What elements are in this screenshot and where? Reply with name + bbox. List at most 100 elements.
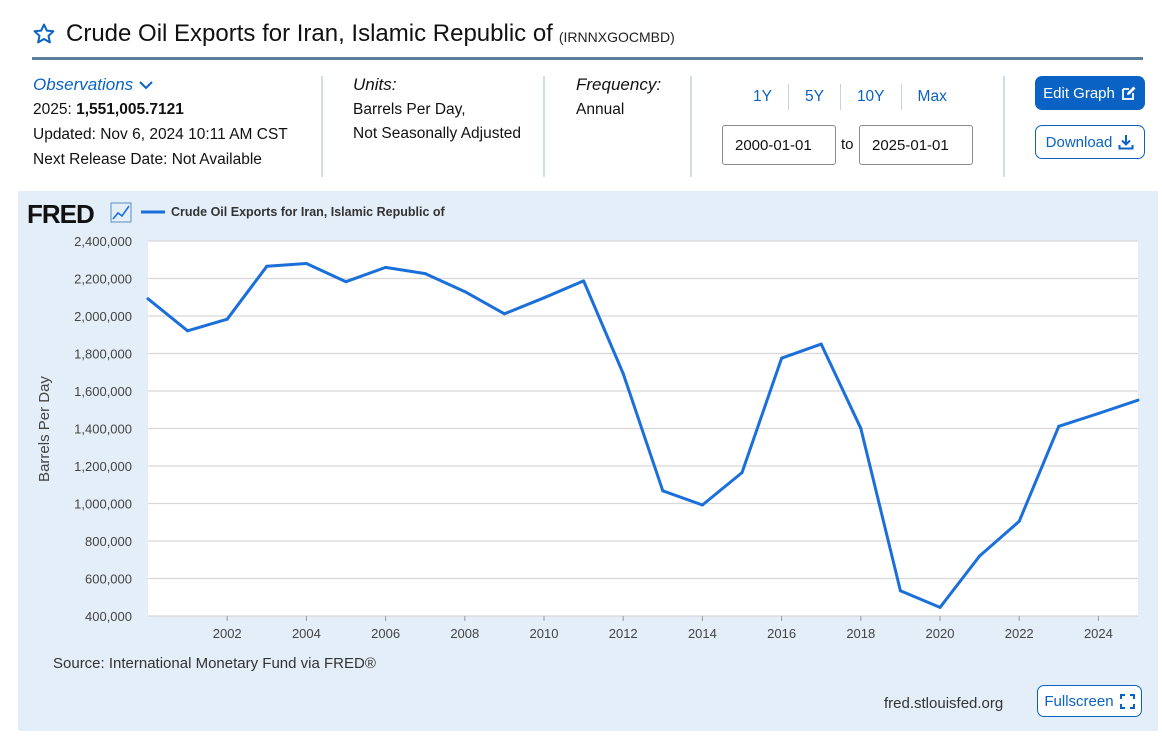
data-point (938, 605, 942, 609)
range-1y-button[interactable]: 1Y (737, 84, 789, 110)
data-point (661, 489, 665, 493)
data-point (384, 265, 388, 269)
x-tick-label: 2014 (688, 626, 717, 641)
y-tick-label: 1,400,000 (74, 422, 132, 437)
divider (321, 76, 323, 177)
data-point (898, 589, 902, 593)
gridlines (148, 240, 1138, 617)
download-label: Download (1045, 133, 1113, 151)
data-point (582, 279, 586, 283)
x-tick-label: 2020 (926, 626, 955, 641)
updated-text: Updated: Nov 6, 2024 10:11 AM CST (33, 126, 288, 143)
latest-observation: 2025: 1,551,005.7121 (33, 97, 288, 122)
x-tick-label: 2002 (213, 626, 242, 641)
y-tick-label: 2,000,000 (74, 309, 132, 324)
units-line2: Not Seasonally Adjusted (353, 125, 522, 142)
star-icon[interactable] (32, 22, 56, 46)
divider (1003, 76, 1005, 177)
x-tick-label: 2018 (846, 626, 875, 641)
start-date-input[interactable] (722, 125, 836, 165)
next-release-text: Next Release Date: Not Available (33, 151, 262, 168)
range-5y-button[interactable]: 5Y (789, 84, 841, 110)
observations-panel: Observations 2025: 1,551,005.7121 Update… (33, 72, 288, 172)
range-10y-button[interactable]: 10Y (841, 84, 902, 110)
y-tick-label: 1,600,000 (74, 384, 132, 399)
divider (543, 76, 545, 177)
title-divider (32, 57, 1143, 60)
units-line1: Barrels Per Day, (353, 101, 466, 118)
edit-graph-label: Edit Graph (1043, 84, 1115, 102)
line-chart: FRED Crude Oil Exports for Iran, Islamic… (27, 199, 1140, 641)
x-tick-label: 2016 (767, 626, 796, 641)
data-point (621, 372, 625, 376)
download-icon (1118, 135, 1134, 150)
y-tick-label: 1,800,000 (74, 347, 132, 362)
divider (690, 76, 692, 177)
data-point (780, 356, 784, 360)
data-point (700, 503, 704, 507)
y-tick-label: 2,400,000 (74, 234, 132, 249)
legend-label: Crude Oil Exports for Iran, Islamic Repu… (171, 205, 446, 219)
frequency-panel: Frequency: Annual (576, 72, 661, 122)
range-max-button[interactable]: Max (917, 88, 947, 105)
to-label: to (841, 136, 854, 153)
data-point (978, 554, 982, 558)
data-point (146, 297, 150, 301)
data-point (542, 296, 546, 300)
edit-icon (1121, 86, 1136, 100)
observations-label: Observations (33, 75, 134, 94)
source-text: Source: International Monetary Fund via … (53, 655, 376, 672)
data-point (1057, 424, 1061, 428)
units-panel: Units: Barrels Per Day, Not Seasonally A… (353, 72, 523, 142)
series-line (147, 262, 1139, 609)
x-tick-label: 2006 (371, 626, 400, 641)
data-point (186, 329, 190, 333)
chart-panel: FRED Crude Oil Exports for Iran, Islamic… (18, 191, 1158, 731)
y-axis-label: Barrels Per Day (36, 376, 53, 482)
data-point (463, 290, 467, 294)
fullscreen-icon (1119, 693, 1135, 709)
x-tick-label: 2008 (450, 626, 479, 641)
data-point (344, 280, 348, 284)
observations-toggle[interactable]: Observations (33, 72, 288, 97)
series-group (146, 262, 1140, 609)
y-tick-label: 2,200,000 (74, 272, 132, 287)
title-row: Crude Oil Exports for Iran, Islamic Repu… (32, 16, 675, 52)
y-tick-label: 800,000 (85, 534, 132, 549)
chevron-down-icon (139, 80, 153, 89)
x-tick-label: 2004 (292, 626, 321, 641)
data-point (1096, 412, 1100, 415)
data-point (423, 272, 427, 276)
data-point (502, 312, 506, 316)
latest-period: 2025: (33, 101, 72, 118)
fred-logo: FRED (27, 199, 94, 229)
data-point (304, 262, 308, 265)
units-label: Units: (353, 75, 397, 94)
y-tick-label: 400,000 (85, 609, 132, 624)
data-point (859, 426, 863, 430)
y-tick-label: 1,000,000 (74, 497, 132, 512)
frequency-value: Annual (576, 101, 625, 118)
y-tick-label: 600,000 (85, 572, 132, 587)
edit-graph-button[interactable]: Edit Graph (1035, 76, 1145, 110)
y-tick-label: 1,200,000 (74, 459, 132, 474)
site-url[interactable]: fred.stlouisfed.org (884, 695, 1004, 712)
series-id: (IRNNXGOCMBD) (558, 29, 675, 45)
x-tick-label: 2024 (1084, 626, 1113, 641)
latest-value: 1,551,005.7121 (76, 101, 184, 118)
page-title: Crude Oil Exports for Iran, Islamic Repu… (66, 20, 553, 47)
end-date-input[interactable] (859, 125, 973, 165)
data-point (819, 342, 823, 346)
x-tick-label: 2010 (530, 626, 559, 641)
y-axis: 400,000 600,000 800,000 1,000,000 1,200,000 1… (74, 234, 132, 624)
fullscreen-label: Fullscreen (1044, 692, 1114, 710)
x-axis: 2002 2004 2006 2008 2010 2012 2014 2016 2018 2020… (213, 616, 1113, 641)
fullscreen-button[interactable]: Fullscreen (1037, 685, 1142, 717)
data-point (1136, 398, 1140, 402)
data-point (225, 317, 229, 321)
data-point (740, 471, 744, 475)
data-point (1017, 519, 1021, 523)
data-point (265, 264, 269, 268)
frequency-label: Frequency: (576, 75, 662, 94)
download-button[interactable]: Download (1035, 125, 1145, 159)
